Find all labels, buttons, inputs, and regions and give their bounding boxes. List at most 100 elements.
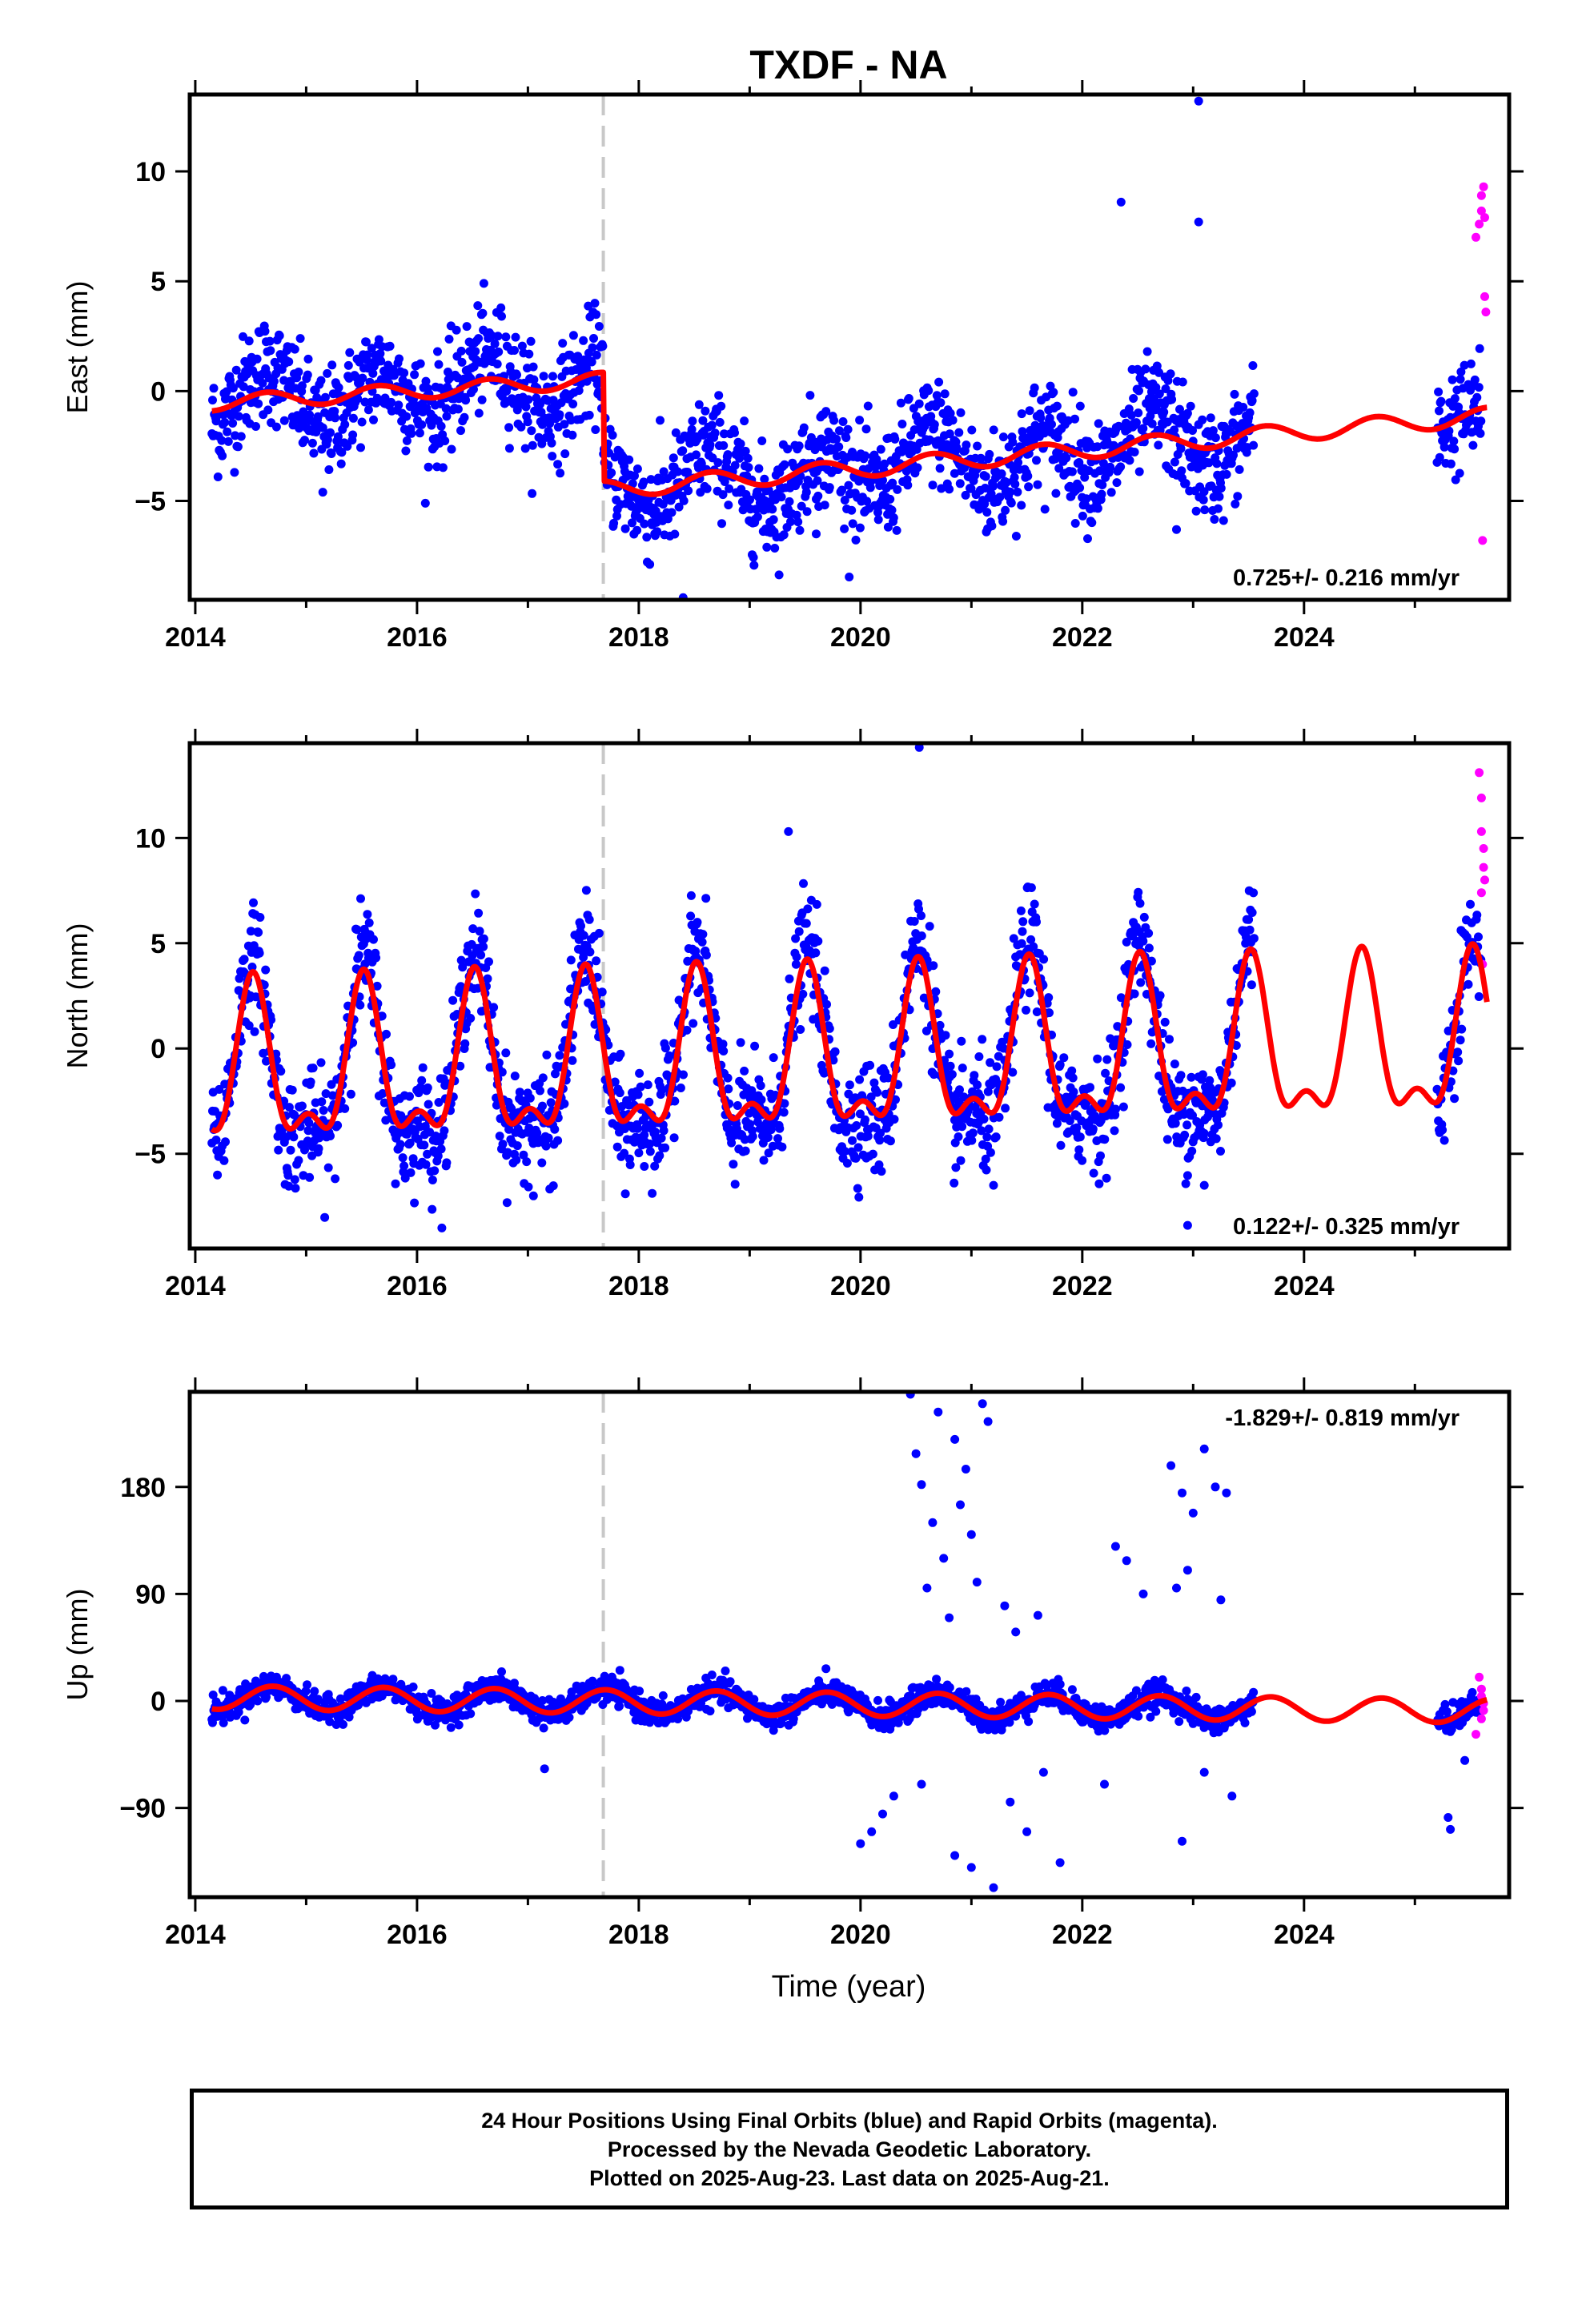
final-orbit-point [749,1695,759,1704]
final-orbit-point [283,1171,293,1180]
final-orbit-point [247,963,257,971]
final-orbit-point [1094,419,1103,428]
final-orbit-point [1181,479,1191,489]
final-orbit-point [955,479,965,489]
final-orbit-point [1134,887,1143,897]
final-orbit-point [512,1141,522,1151]
final-orbit-point [873,1088,882,1097]
final-orbit-point [1147,419,1157,428]
final-orbit-point [1080,472,1090,482]
final-orbit-point [405,1092,414,1101]
final-orbit-point [564,1713,574,1722]
final-orbit-point [236,432,246,441]
final-orbit-point [743,453,753,463]
final-orbit-point [838,417,848,426]
final-orbit-point [340,420,350,429]
final-orbit-point [855,416,865,425]
final-orbit-point [246,927,255,936]
final-orbit-point [928,480,938,490]
final-orbit-point [861,424,871,434]
rapid-orbit-point [1475,219,1484,229]
final-orbit-point [594,928,604,938]
final-orbit-point [360,397,370,407]
final-orbit-point [946,1061,955,1071]
final-orbit-point [1098,480,1107,489]
final-orbit-point [1198,1070,1207,1080]
final-orbit-point [794,441,804,451]
final-orbit-point [634,1148,644,1158]
final-orbit-point [223,427,232,436]
final-orbit-point [646,475,656,485]
final-orbit-point [730,1180,740,1189]
rapid-orbit-point [1479,844,1488,853]
final-orbit-point [333,1120,343,1130]
final-orbit-point [820,966,829,975]
final-orbit-point [753,1117,762,1127]
final-orbit-point [524,1182,533,1192]
final-orbit-point [1089,1168,1098,1178]
final-orbit-point [1474,992,1484,1001]
final-orbit-point [1453,1047,1463,1057]
final-orbit-point [658,500,668,509]
final-orbit-point [1180,1130,1190,1140]
final-orbit-point [1093,504,1102,513]
rapid-orbit-point [1479,182,1488,191]
final-orbit-point [754,464,764,473]
final-orbit-point [773,1134,782,1144]
final-orbit-point [1248,361,1258,370]
final-orbit-point [1086,1083,1094,1092]
final-orbit-point [475,927,484,936]
final-orbit-point [1131,418,1141,428]
final-orbit-points [207,1392,1486,1892]
final-orbit-point [862,497,872,506]
final-orbit-point [576,921,585,931]
final-orbit-point [1006,487,1015,497]
final-orbit-point [460,1039,470,1048]
final-orbit-point [398,1153,408,1163]
final-orbit-point [1247,980,1256,990]
final-orbit-point [587,357,596,367]
final-orbit-point [821,1664,831,1674]
final-orbit-point [835,426,844,436]
final-orbit-point [829,416,839,425]
final-orbit-point [489,1003,499,1012]
final-orbit-point [394,400,404,410]
final-orbit-point [684,486,693,496]
final-orbit-point [1436,396,1446,406]
final-orbit-point [251,992,260,1002]
y-tick-label: 0 [151,1034,166,1064]
final-orbit-point [460,412,469,422]
final-orbit-point [744,463,753,472]
final-orbit-point [789,462,799,472]
outlier-point [1172,525,1181,534]
final-orbit-point [1112,478,1122,488]
final-orbit-point [830,1047,840,1056]
final-orbit-point [495,1132,504,1141]
final-orbit-point [701,951,711,960]
final-orbit-point [325,1717,335,1727]
final-orbit-point [757,436,767,445]
final-orbit-point [620,524,630,533]
final-orbit-point [1466,359,1476,368]
final-orbit-point [1069,1088,1078,1096]
final-orbit-point [992,1062,1002,1072]
final-orbit-point [799,423,809,432]
final-orbit-point [258,378,267,388]
final-orbit-point [434,1098,444,1107]
final-orbit-point [713,458,723,468]
final-orbit-point [760,474,769,484]
final-orbit-point [889,513,898,522]
final-orbit-point [1198,415,1207,424]
final-orbit-point [1026,935,1036,944]
final-orbit-point [448,995,458,1005]
final-orbit-point [855,1109,865,1119]
y-axis-label: North (mm) [61,923,94,1069]
final-orbit-point [1160,1017,1170,1027]
rapid-orbit-point [1480,213,1489,223]
final-orbit-point [821,407,831,416]
final-orbit-point [331,1174,340,1184]
final-orbit-point [667,508,677,517]
final-orbit-point [764,1148,773,1158]
final-orbit-point [230,468,239,477]
